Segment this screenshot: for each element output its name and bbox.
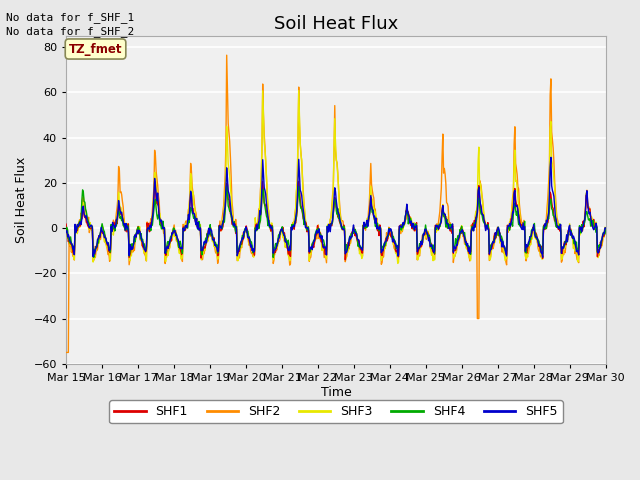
Title: Soil Heat Flux: Soil Heat Flux [274, 15, 398, 33]
Y-axis label: Soil Heat Flux: Soil Heat Flux [15, 156, 28, 243]
Text: TZ_fmet: TZ_fmet [68, 43, 122, 56]
X-axis label: Time: Time [321, 385, 351, 398]
Legend: SHF1, SHF2, SHF3, SHF4, SHF5: SHF1, SHF2, SHF3, SHF4, SHF5 [109, 400, 563, 423]
Text: No data for f_SHF_2: No data for f_SHF_2 [6, 26, 134, 37]
Text: No data for f_SHF_1: No data for f_SHF_1 [6, 12, 134, 23]
